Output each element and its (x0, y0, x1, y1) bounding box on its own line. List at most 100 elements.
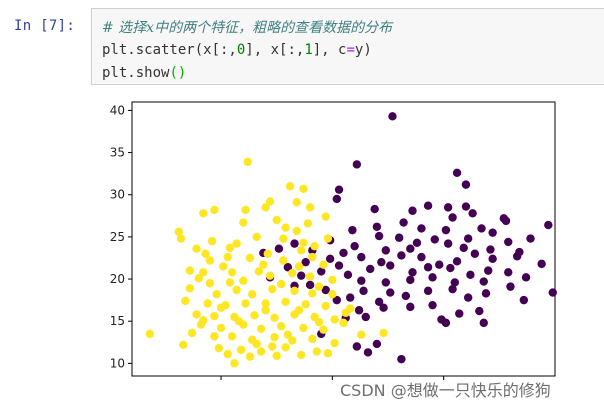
y-tick-label: 25 (110, 230, 125, 244)
data-point-class0 (435, 260, 444, 269)
data-point-class1 (205, 256, 215, 265)
data-point-class0 (448, 284, 457, 294)
y-tick-label: 30 (110, 188, 125, 202)
data-point-class1 (328, 275, 337, 285)
data-point-class1 (305, 203, 315, 212)
code-number: 0 (236, 42, 246, 58)
code-text: plt.scatter(x[:, (102, 42, 237, 58)
data-point-class0 (352, 342, 362, 351)
data-point-class1 (270, 313, 279, 323)
y-tick-label: 10 (110, 356, 125, 370)
data-point-class1 (308, 289, 317, 298)
data-point-class1 (239, 218, 248, 227)
data-point-class0 (297, 271, 306, 280)
data-point-class1 (201, 249, 210, 258)
data-point-class0 (448, 213, 457, 222)
data-point-class1 (272, 215, 281, 225)
data-point-class0 (519, 295, 529, 305)
data-point-class1 (250, 311, 259, 320)
data-point-class0 (461, 202, 471, 211)
y-tick-label: 20 (110, 272, 125, 286)
data-point-class1 (285, 182, 295, 191)
data-point-class0 (488, 254, 497, 264)
data-point-class0 (504, 268, 513, 277)
data-point-class0 (441, 318, 451, 328)
data-point-class0 (506, 282, 515, 291)
data-point-class1 (232, 239, 241, 248)
data-point-class0 (455, 309, 464, 318)
data-point-class1 (283, 330, 293, 339)
data-point-class1 (268, 342, 277, 351)
code-text: ], c (312, 42, 347, 58)
data-point-class0 (488, 228, 497, 237)
data-point-class0 (372, 222, 382, 231)
data-point-class0 (399, 218, 408, 227)
data-point-class1 (276, 322, 286, 331)
data-point-class0 (388, 112, 397, 121)
data-point-class1 (259, 260, 268, 269)
y-tick-label: 35 (110, 146, 125, 160)
data-point-class1 (323, 234, 333, 243)
data-point-class0 (459, 243, 468, 253)
data-point-class1 (276, 279, 286, 289)
data-point-class0 (408, 206, 417, 215)
data-point-class1 (192, 310, 201, 319)
scatter-chart: 10152025303540101520 (110, 101, 557, 396)
data-point-class1 (301, 300, 310, 309)
data-point-class1 (234, 317, 244, 326)
data-point-class0 (374, 297, 384, 307)
code-cell-input[interactable]: # 选择x中的两个特征，粗略的查看数据的分布 plt.scatter(x[:,0… (91, 8, 604, 85)
data-point-class1 (294, 306, 304, 315)
data-point-class1 (357, 330, 366, 339)
data-point-class1 (236, 345, 246, 355)
data-point-class0 (484, 266, 493, 275)
data-point-class0 (417, 224, 426, 233)
data-point-class1 (294, 262, 304, 271)
data-point-class0 (357, 276, 366, 285)
data-point-class0 (372, 339, 382, 349)
data-point-class0 (325, 254, 335, 264)
data-point-class1 (314, 317, 324, 327)
data-point-class0 (332, 295, 342, 305)
data-point-class0 (283, 263, 293, 272)
data-point-class0 (370, 204, 379, 214)
data-point-class1 (232, 285, 241, 295)
data-point-class1 (185, 266, 195, 275)
code-text: y) (354, 42, 372, 58)
data-point-class0 (477, 224, 486, 233)
data-point-class0 (450, 278, 460, 287)
data-point-class1 (256, 324, 266, 333)
data-point-class0 (423, 263, 433, 272)
data-point-class0 (350, 241, 359, 251)
data-point-class1 (225, 243, 235, 253)
data-point-class1 (245, 253, 255, 263)
data-point-class1 (265, 197, 275, 206)
data-point-class1 (319, 325, 328, 334)
data-point-class1 (281, 343, 290, 352)
data-point-class1 (210, 311, 219, 321)
data-point-class1 (185, 284, 195, 293)
data-point-class0 (339, 248, 348, 258)
data-point-class0 (443, 203, 453, 212)
input-prompt: In [7]: (14, 18, 76, 34)
data-point-class1 (248, 290, 257, 299)
data-point-class1 (345, 304, 355, 313)
data-point-class0 (317, 267, 326, 276)
data-point-class1 (256, 347, 266, 356)
data-point-class1 (279, 234, 288, 243)
y-tick-label: 15 (110, 314, 125, 328)
data-point-class1 (328, 290, 337, 299)
data-point-class0 (332, 194, 342, 204)
data-point-class1 (252, 232, 261, 242)
data-point-class0 (412, 238, 422, 247)
data-point-class1 (194, 274, 203, 283)
data-point-class1 (192, 244, 201, 253)
data-point-class1 (241, 205, 250, 215)
data-point-class1 (303, 219, 313, 228)
data-point-class0 (548, 288, 557, 297)
data-point-class0 (430, 235, 439, 244)
data-point-class1 (181, 296, 190, 306)
data-point-class1 (219, 262, 228, 271)
data-point-class1 (297, 246, 306, 255)
data-point-class1 (299, 238, 308, 247)
